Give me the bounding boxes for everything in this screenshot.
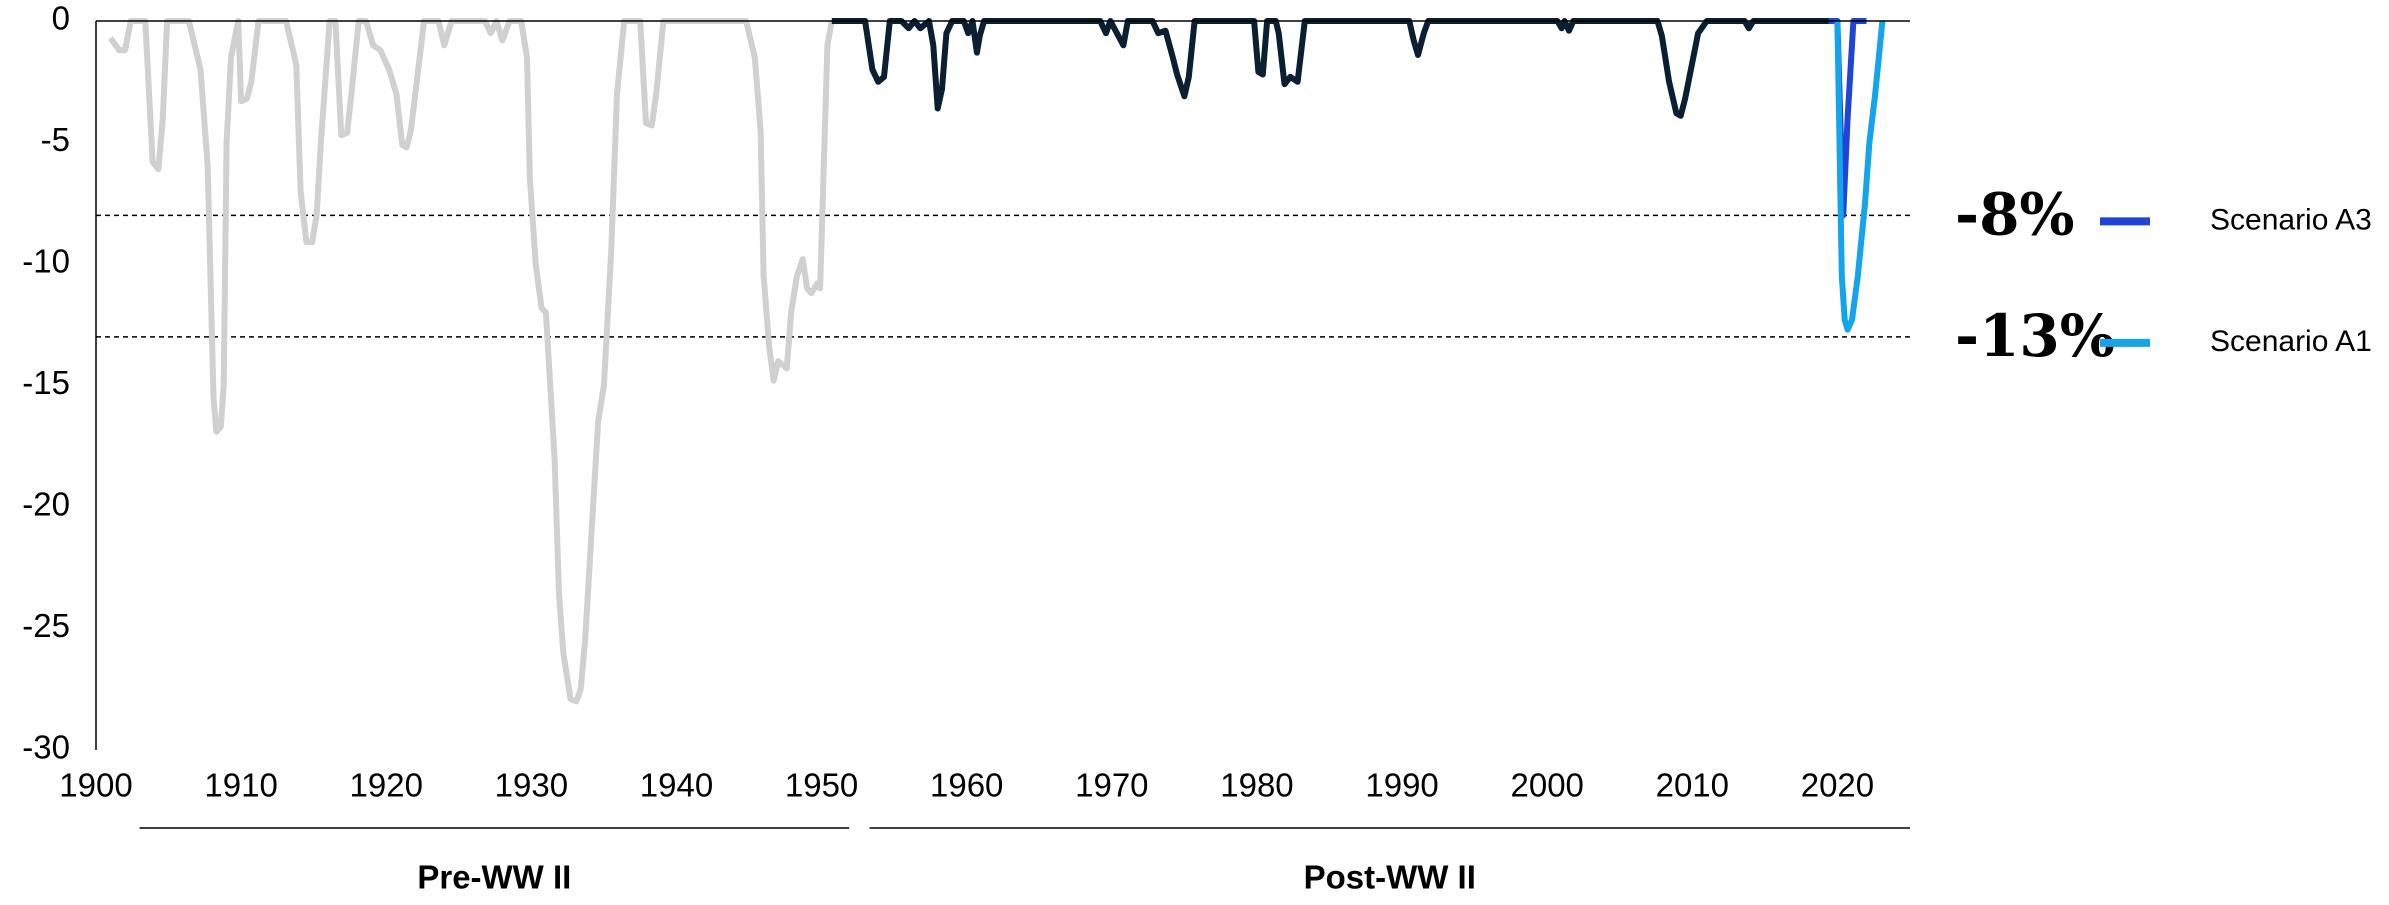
x-tick-label: 2020 bbox=[1801, 767, 1874, 804]
x-tick-label: 1900 bbox=[59, 767, 132, 804]
line-series bbox=[1828, 18, 1867, 219]
reference-label: -8% bbox=[1955, 180, 2075, 248]
x-tick-label: 2010 bbox=[1656, 767, 1729, 804]
x-tick-label: 1970 bbox=[1075, 767, 1148, 804]
period-label: Pre-WW II bbox=[417, 859, 571, 896]
x-tick-label: 1920 bbox=[350, 767, 423, 804]
x-tick-label: 1980 bbox=[1220, 767, 1293, 804]
period-label: Post-WW II bbox=[1304, 859, 1476, 896]
x-tick-label: 1990 bbox=[1365, 767, 1438, 804]
y-tick-label: -20 bbox=[22, 486, 70, 523]
x-tick-label: 2000 bbox=[1510, 767, 1583, 804]
x-tick-label: 1940 bbox=[640, 767, 713, 804]
x-tick-label: 1930 bbox=[495, 767, 568, 804]
y-tick-label: -5 bbox=[41, 121, 70, 158]
legend-label: Scenario A1 bbox=[2210, 325, 2372, 358]
line-series bbox=[108, 18, 835, 705]
x-tick-label: 1950 bbox=[785, 767, 858, 804]
x-tick-label: 1960 bbox=[930, 767, 1003, 804]
y-tick-label: -30 bbox=[22, 729, 70, 766]
y-tick-label: -15 bbox=[22, 364, 70, 401]
legend-label: Scenario A3 bbox=[2210, 203, 2372, 236]
y-tick-label: 0 bbox=[52, 0, 70, 37]
y-tick-label: -10 bbox=[22, 243, 70, 280]
reference-label: -13% bbox=[1955, 302, 2115, 370]
x-tick-label: 1910 bbox=[204, 767, 277, 804]
line-series bbox=[1834, 20, 1886, 333]
y-tick-label: -25 bbox=[22, 607, 70, 644]
line-series bbox=[831, 18, 1838, 119]
